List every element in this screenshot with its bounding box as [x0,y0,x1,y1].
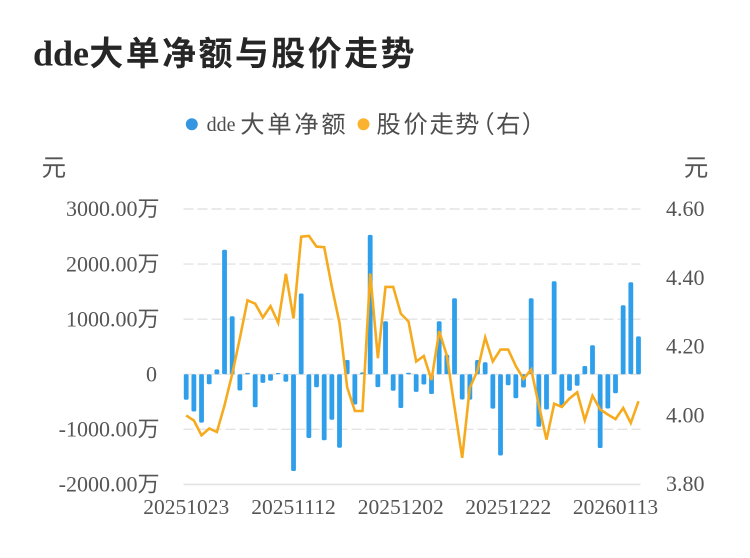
svg-text:4.60: 4.60 [666,196,705,221]
svg-text:20260113: 20260113 [573,495,658,519]
svg-text:1000.00: 1000.00 [66,306,138,331]
svg-text:-1000.00: -1000.00 [59,417,138,442]
svg-text:20251023: 20251023 [143,495,229,519]
svg-text:4.00: 4.00 [666,402,705,427]
svg-text:0: 0 [146,362,157,387]
svg-text:dde: dde [33,33,89,73]
svg-text:2000.00: 2000.00 [66,251,138,276]
svg-text:20251222: 20251222 [465,495,551,519]
svg-text:dde: dde [207,114,236,136]
svg-text:-2000.00: -2000.00 [59,472,138,497]
svg-text:3000.00: 3000.00 [66,196,138,221]
svg-text:4.20: 4.20 [666,334,705,359]
svg-text:3.80: 3.80 [666,471,705,496]
svg-text:20251112: 20251112 [251,495,335,519]
svg-text:20251202: 20251202 [358,495,444,519]
svg-text:4.40: 4.40 [666,265,705,290]
